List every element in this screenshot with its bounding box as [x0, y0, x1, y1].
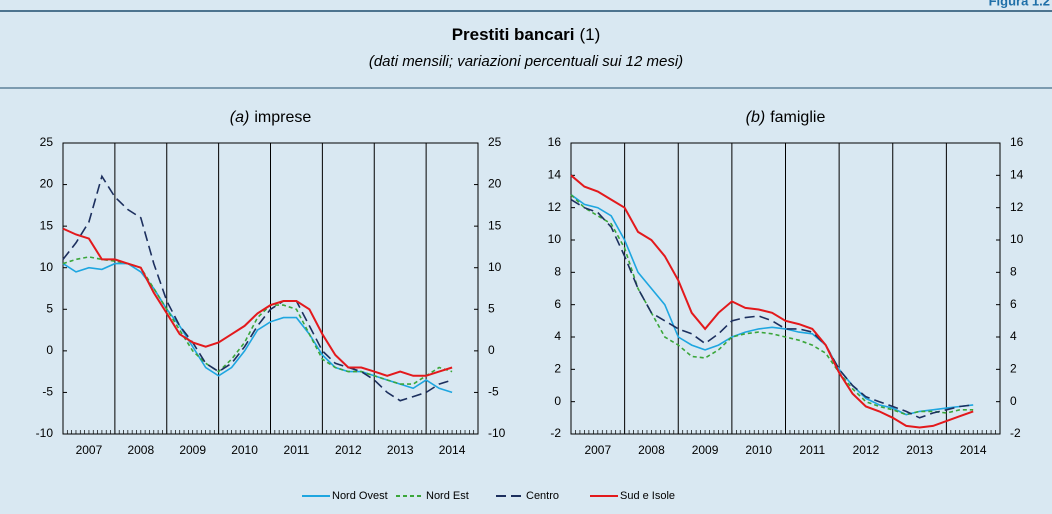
legend-label: Sud e Isole — [620, 490, 675, 502]
title-note: (1) — [580, 25, 601, 44]
x-tick-label: 2007 — [584, 443, 611, 457]
title-main: Prestiti bancari — [452, 25, 575, 44]
y2-tick-label: 0 — [1010, 394, 1017, 408]
x-tick-label: 2008 — [127, 443, 154, 457]
y-tick-label: 8 — [554, 265, 561, 279]
y2-tick-label: 20 — [488, 177, 502, 191]
y2-tick-label: -5 — [488, 385, 499, 399]
x-tick-label: 2007 — [76, 443, 103, 457]
y-tick-label: 25 — [40, 135, 54, 149]
x-tick-label: 2012 — [335, 443, 362, 457]
y-tick-label: -5 — [42, 385, 53, 399]
panel-name: imprese — [254, 109, 311, 126]
y-tick-label: 6 — [554, 297, 561, 311]
legend-label: Centro — [526, 490, 559, 502]
series-line — [570, 194, 974, 416]
y2-tick-label: 0 — [488, 343, 495, 357]
y-tick-label: 4 — [554, 329, 561, 343]
y2-tick-label: 2 — [1010, 362, 1017, 376]
y2-tick-label: 6 — [1010, 297, 1017, 311]
series-line — [570, 198, 974, 419]
series-line — [62, 256, 453, 385]
y-tick-label: 10 — [548, 232, 562, 246]
y-tick-label: 14 — [548, 168, 562, 182]
x-tick-label: 2008 — [638, 443, 665, 457]
y2-tick-label: 4 — [1010, 329, 1017, 343]
y-tick-label: -10 — [36, 426, 54, 440]
x-tick-label: 2014 — [439, 443, 466, 457]
y2-tick-label: 15 — [488, 218, 502, 232]
x-tick-label: 2011 — [284, 443, 310, 457]
y2-tick-label: 8 — [1010, 265, 1017, 279]
y2-tick-label: 12 — [1010, 200, 1024, 214]
y-tick-label: 15 — [40, 218, 54, 232]
y2-tick-label: -2 — [1010, 426, 1021, 440]
subtitle: (dati mensili; variazioni percentuali su… — [369, 53, 683, 70]
series-line — [62, 227, 453, 377]
y2-tick-label: -10 — [488, 426, 506, 440]
y-tick-label: 10 — [40, 260, 54, 274]
y2-tick-label: 5 — [488, 301, 495, 315]
panel-name: famiglie — [770, 109, 825, 126]
x-tick-label: 2014 — [960, 443, 987, 457]
y-tick-label: 5 — [46, 301, 53, 315]
series-line — [570, 194, 974, 416]
figure-label: Figura 1.2 — [989, 0, 1050, 8]
panel-title: (b) famiglie — [746, 109, 826, 126]
y2-tick-label: 25 — [488, 135, 502, 149]
x-tick-label: 2012 — [853, 443, 880, 457]
y2-tick-label: 16 — [1010, 135, 1024, 149]
legend-label: Nord Ovest — [332, 490, 388, 502]
y-tick-label: 12 — [548, 200, 562, 214]
panel-label: (b) — [746, 109, 766, 126]
title: Prestiti bancari (1) — [452, 25, 601, 44]
x-tick-label: 2009 — [692, 443, 719, 457]
panel-label: (a) — [230, 109, 250, 126]
series-line — [62, 174, 453, 402]
y-tick-label: 0 — [554, 394, 561, 408]
y-tick-label: 2 — [554, 362, 561, 376]
panel-title: (a) imprese — [230, 109, 312, 126]
x-tick-label: 2013 — [906, 443, 933, 457]
y-tick-label: 0 — [46, 343, 53, 357]
x-tick-label: 2013 — [387, 443, 414, 457]
y2-tick-label: 10 — [488, 260, 502, 274]
legend-label: Nord Est — [426, 490, 469, 502]
x-tick-label: 2009 — [179, 443, 206, 457]
y2-tick-label: 14 — [1010, 168, 1024, 182]
y-tick-label: -2 — [550, 426, 561, 440]
y-tick-label: 20 — [40, 177, 54, 191]
series-line — [570, 174, 974, 429]
x-tick-label: 2010 — [745, 443, 772, 457]
y-tick-label: 16 — [548, 135, 562, 149]
y2-tick-label: 10 — [1010, 232, 1024, 246]
x-tick-label: 2010 — [231, 443, 258, 457]
x-tick-label: 2011 — [799, 443, 825, 457]
